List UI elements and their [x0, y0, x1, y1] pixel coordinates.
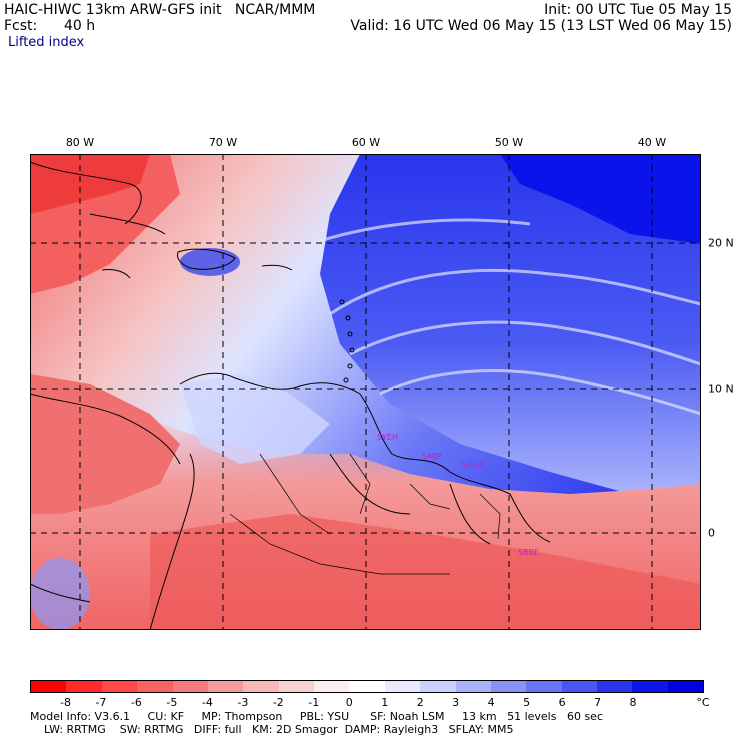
- color-swatch: [101, 681, 138, 692]
- color-scale-tick-label: 8: [629, 696, 637, 709]
- color-swatch: [172, 681, 208, 692]
- forecast-hour: 40 h: [64, 18, 96, 34]
- color-swatch: [207, 681, 244, 692]
- amazon-unstable: [150, 514, 701, 630]
- station-labels: SYEH SMJP SOCA SBBE: [377, 433, 539, 557]
- color-scale-tick-label: -2: [272, 696, 284, 709]
- color-swatch: [278, 681, 314, 692]
- color-swatch: [66, 681, 102, 692]
- valid-time: Valid: 16 UTC Wed 06 May 15 (13 LST Wed …: [350, 18, 732, 34]
- lon-label-70w: 70 W: [208, 136, 238, 149]
- color-scale-tick-label: 4: [487, 696, 495, 709]
- color-scale-tick-label: -1: [308, 696, 320, 709]
- color-scale-tick-label: 2: [416, 696, 424, 709]
- color-swatch: [667, 681, 704, 692]
- model-physics-line: LW: RRTMG SW: RRTMG DIFF: full KM: 2D Sm…: [30, 723, 514, 736]
- color-scale-tick-label: -5: [166, 696, 178, 709]
- wave-bands: [309, 218, 701, 416]
- lat-label-10n: 10 N: [708, 382, 734, 396]
- station-soca: SOCA: [461, 460, 484, 469]
- model-title: HAIC-HIWC 13km ARW-GFS init NCAR/MMM: [4, 2, 316, 18]
- color-swatch: [526, 681, 562, 692]
- lon-label-40w: 40 W: [637, 136, 667, 149]
- caribbean-islands: [339, 299, 355, 383]
- model-info-line: Model Info: V3.6.1 CU: KF MP: Thompson P…: [30, 710, 603, 723]
- color-swatch: [31, 681, 67, 692]
- color-swatch: [314, 681, 350, 692]
- color-scale-unit: °C: [696, 696, 710, 709]
- field-title: Lifted index: [8, 35, 85, 50]
- pacific-stable-pocket: [30, 558, 90, 630]
- station-syeh: SYEH: [377, 433, 398, 442]
- lat-lon-grid: [30, 154, 701, 630]
- color-swatch: [349, 681, 385, 692]
- init-time: Init: 00 UTC Tue 05 May 15: [544, 2, 732, 18]
- lon-label-80w: 80 W: [65, 136, 95, 149]
- venezuela-stable-pocket: [180, 374, 330, 464]
- map-frame: [30, 154, 701, 630]
- color-swatch: [384, 681, 421, 692]
- lat-label-equator: 0: [708, 526, 715, 540]
- color-swatch: [455, 681, 491, 692]
- color-scale-bar: [30, 680, 704, 693]
- color-scale-tick-label: 6: [558, 696, 566, 709]
- deep-blue-core: [500, 154, 701, 244]
- color-scale-tick-label: 7: [594, 696, 602, 709]
- atlantic-stable-region: [320, 154, 701, 494]
- color-scale-tick-label: 5: [523, 696, 531, 709]
- central-america-unstable: [30, 374, 180, 514]
- forecast-label: Fcst:: [4, 18, 38, 34]
- country-borders: [229, 453, 501, 575]
- lifted-index-map: SYEH SMJP SOCA SBBE: [30, 154, 701, 630]
- lon-label-50w: 50 W: [494, 136, 524, 149]
- color-scale-tick-label: -8: [59, 696, 71, 709]
- color-swatch: [632, 681, 668, 692]
- color-swatch: [490, 681, 527, 692]
- color-swatch: [420, 681, 456, 692]
- coastlines: [30, 161, 551, 630]
- color-swatch: [137, 681, 173, 692]
- color-swatch: [561, 681, 597, 692]
- lon-label-60w: 60 W: [351, 136, 381, 149]
- gulf-red-core: [30, 154, 150, 214]
- color-swatch: [597, 681, 633, 692]
- color-scale-tick-label: -6: [130, 696, 142, 709]
- color-swatch: [243, 681, 279, 692]
- station-sbbe: SBBE: [518, 548, 539, 557]
- color-scale-tick-label: 1: [381, 696, 389, 709]
- station-smjp: SMJP: [422, 452, 441, 461]
- color-scale-tick-label: 0: [345, 696, 353, 709]
- color-scale-tick-label: -3: [237, 696, 249, 709]
- color-scale-tick-label: -7: [95, 696, 107, 709]
- color-scale-tick-label: 3: [452, 696, 460, 709]
- color-scale-tick-label: -4: [201, 696, 213, 709]
- lat-label-20n: 20 N: [708, 236, 734, 250]
